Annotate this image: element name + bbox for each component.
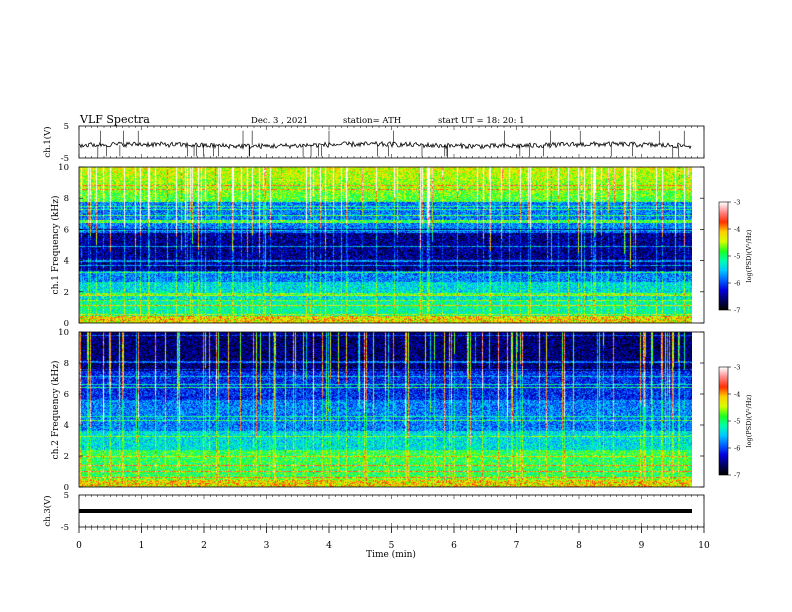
spec-ytick-label-0: 0 (64, 319, 69, 329)
ch1-colorbar-image (719, 202, 728, 310)
x-tick-label-7: 7 (514, 541, 520, 551)
ch1-spectrogram-frame (78, 166, 705, 324)
colorbar-tick-label--4: -4 (734, 391, 740, 399)
ch3-waveform-ticks (78, 495, 705, 527)
ch1-ylabel: ch.1(V) (42, 126, 53, 157)
ch3-waveform-panel: 5 -5 ch.3(V) (42, 491, 705, 533)
ch1-waveform-ticks (78, 126, 705, 158)
spec-ytick-label-8: 8 (64, 359, 69, 369)
colorbar-tick-label--5: -5 (734, 418, 740, 426)
ch1-waveform-trace (78, 140, 692, 150)
ch3-ytick-5: 5 (64, 491, 69, 501)
ch2-spectrogram-image (79, 332, 692, 487)
x-tick-label-2: 2 (201, 541, 207, 551)
ch1-colorbar-ticks: -3 -4 -5 -6 -7 (728, 199, 740, 315)
time-x-axis: 0 1 2 3 4 5 6 7 8 9 10 (76, 527, 710, 551)
ch1-spec-ylabel: ch.1 Frequency (kHz) (50, 196, 61, 295)
colorbar-tick-label--6: -6 (734, 445, 740, 453)
ch2-spectrogram-yticks: 0 2 4 6 8 10 (58, 328, 704, 493)
colorbar-tick-label--3: -3 (734, 199, 740, 207)
ch1-spectrogram-yticks: 0 2 4 6 8 10 (58, 163, 704, 329)
ch1-colorbar-label: log(PSD)(V²/Hz) (745, 229, 753, 282)
start-ut-label: start UT = 18: 20: 1 (438, 116, 525, 126)
x-tick-label-4: 4 (326, 541, 332, 551)
ch2-colorbar-label: log(PSD)(V²/Hz) (745, 394, 753, 447)
spec-ytick-label-6: 6 (64, 225, 69, 235)
colorbar-tick-label--5: -5 (734, 253, 740, 261)
spec-ytick-label-6: 6 (64, 390, 69, 400)
ch1-ytick-5: 5 (64, 122, 69, 132)
x-tick-label-6: 6 (451, 541, 457, 551)
x-tick-label-5: 5 (389, 541, 395, 551)
ch2-spec-ylabel: ch.2 Frequency (kHz) (50, 361, 61, 460)
figure-title: VLF Spectra (79, 113, 150, 126)
ch1-waveform-spikes (97, 130, 685, 157)
colorbar-tick-label--4: -4 (734, 226, 740, 234)
spec-ytick-label-2: 2 (64, 452, 69, 462)
x-tick-label-1: 1 (139, 541, 145, 551)
x-axis-label: Time (min) (366, 549, 416, 560)
ch3-ytick-neg5: -5 (61, 523, 69, 533)
spec-ytick-label-8: 8 (64, 194, 69, 204)
ch2-spectrogram-frame (78, 331, 705, 488)
x-tick-label-10: 10 (698, 541, 710, 551)
colorbar-tick-label--7: -7 (734, 472, 740, 480)
ch2-colorbar-ticks: -3 -4 -5 -6 -7 (728, 364, 740, 480)
date-label: Dec. 3 , 2021 (251, 116, 308, 126)
spec-ytick-label-0: 0 (64, 483, 69, 493)
spec-ytick-label-2: 2 (64, 288, 69, 298)
spec-ytick-label-10: 10 (58, 328, 69, 338)
x-tick-label-3: 3 (264, 541, 270, 551)
ch2-colorbar-image (719, 367, 728, 475)
colorbar-tick-label--7: -7 (734, 307, 740, 315)
x-tick-label-8: 8 (576, 541, 582, 551)
ch1-waveform-frame (78, 125, 705, 159)
x-tick-label-0: 0 (76, 541, 82, 551)
colorbar-tick-label--3: -3 (734, 364, 740, 372)
ch1-waveform-panel: 5 -5 ch.1(V) (42, 122, 705, 164)
spec-ytick-label-4: 4 (64, 421, 69, 431)
ch3-ylabel: ch.3(V) (42, 495, 53, 526)
station-label: station= ATH (343, 116, 401, 126)
ch1-ytick-neg5: -5 (61, 154, 69, 164)
spec-ytick-label-4: 4 (64, 257, 69, 267)
spec-ytick-label-10: 10 (58, 163, 69, 173)
ch1-spectrogram-image (79, 167, 692, 323)
ch3-waveform-trace (79, 509, 692, 513)
x-tick-label-9: 9 (639, 541, 645, 551)
colorbar-tick-label--6: -6 (734, 280, 740, 288)
